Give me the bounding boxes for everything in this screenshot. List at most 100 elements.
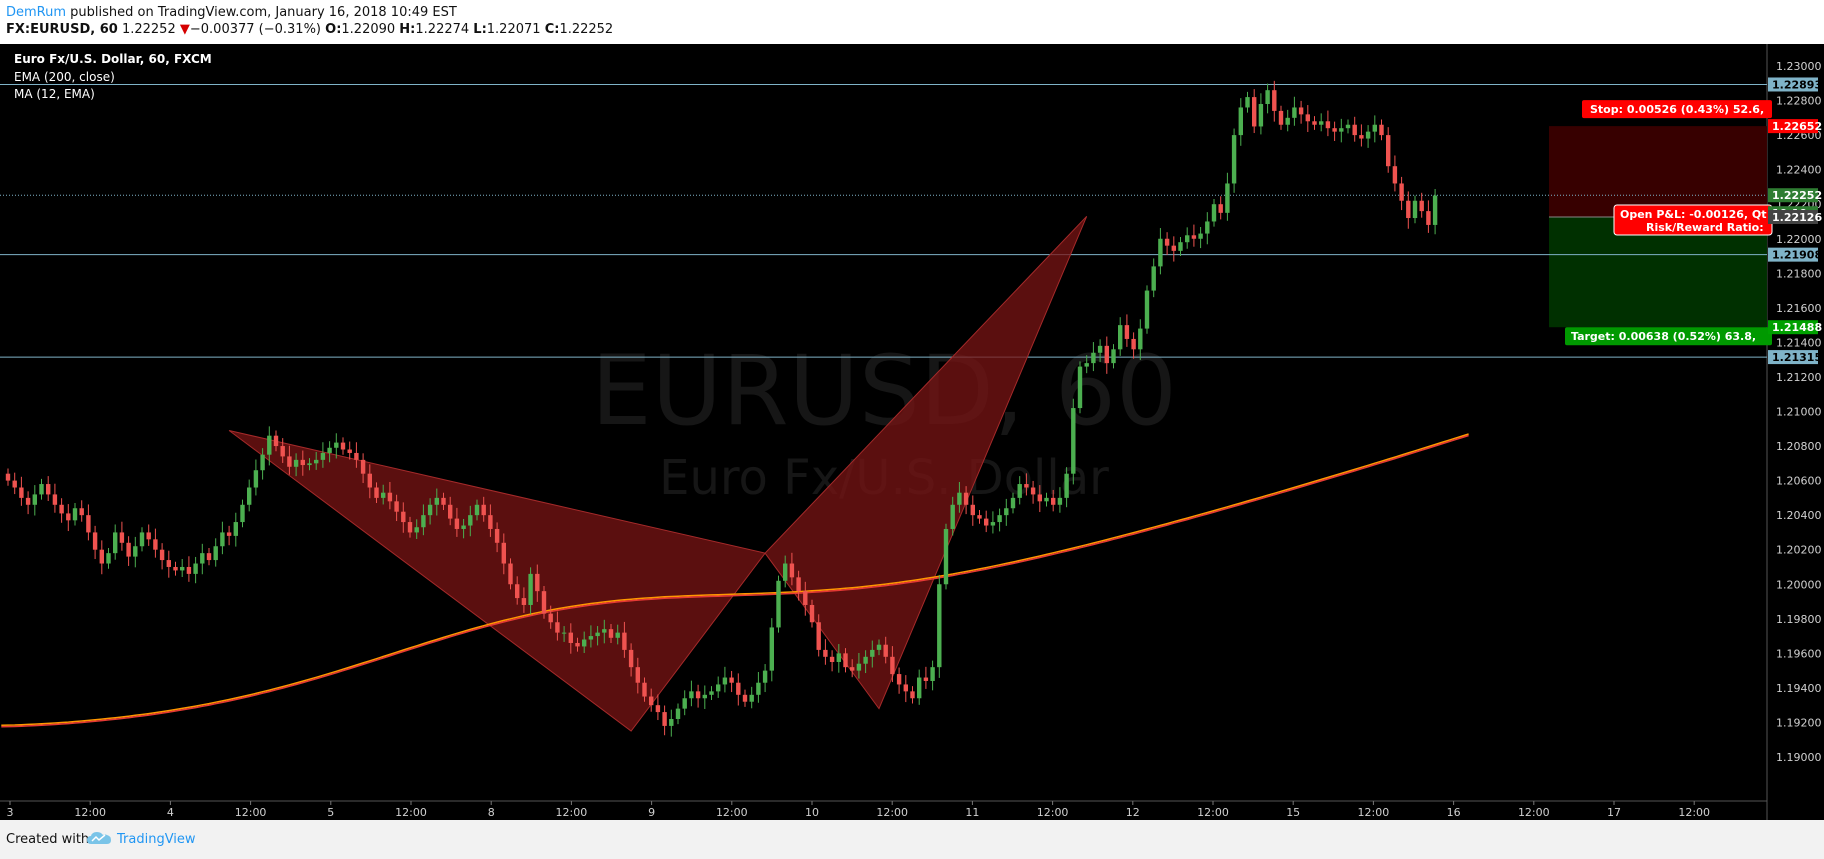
candle-body <box>1017 484 1022 498</box>
candle-body <box>856 663 862 671</box>
price-tick-label: 1.19600 <box>1776 647 1822 660</box>
candle-body <box>173 566 178 571</box>
candle-body <box>1211 204 1217 222</box>
candle <box>79 500 84 522</box>
candle <box>716 676 721 698</box>
candle <box>615 624 620 645</box>
candle <box>39 478 44 500</box>
candle <box>1312 116 1317 130</box>
candle-body <box>756 682 761 695</box>
candle <box>1258 93 1264 135</box>
close-value: 1.22252 <box>559 22 614 37</box>
stop-zone <box>1549 126 1767 217</box>
candle-body <box>280 446 285 457</box>
candle-body <box>602 629 607 633</box>
author-link[interactable]: DemRum <box>6 5 67 20</box>
candle <box>515 576 520 605</box>
time-axis[interactable]: 3 12:00 4 12:00 5 12:00 8 12:00 9 12:00 10 12:00 11 1… <box>7 801 1711 819</box>
candle-body <box>675 708 681 719</box>
candle-body <box>655 705 661 713</box>
time-tick-label: 12:00 <box>876 806 908 819</box>
candle-body <box>816 622 821 650</box>
candle-body <box>434 497 439 505</box>
candle-body <box>99 549 104 564</box>
candle <box>541 585 547 619</box>
candle-body <box>25 497 31 505</box>
candle <box>92 525 98 560</box>
candle <box>736 673 741 706</box>
price-axis[interactable]: 1.19000 1.19200 1.19400 1.19600 1.19800 1.200… <box>1776 60 1822 764</box>
price-tag: 1.22893 <box>1772 78 1822 91</box>
candle-body <box>1399 183 1404 201</box>
price-chart[interactable]: EURUSD, 60 Euro Fx/U.S. Dollar 1.190001.… <box>0 44 1824 822</box>
candle <box>280 438 285 463</box>
candle <box>226 525 232 546</box>
time-tick-label: 12 <box>1126 806 1140 819</box>
candle-body <box>1372 124 1377 132</box>
candle <box>427 498 433 525</box>
price-tick-label: 1.21400 <box>1776 336 1822 349</box>
candle-body <box>1057 497 1063 505</box>
horizontal-lines <box>0 83 1767 358</box>
candle <box>1111 344 1116 369</box>
candle <box>494 522 500 553</box>
candle-body <box>159 549 165 561</box>
candle-body <box>1111 349 1116 364</box>
candle-body <box>608 629 614 638</box>
candle-body <box>320 452 326 460</box>
candle-body <box>126 542 131 557</box>
candle-body <box>119 532 125 543</box>
candle-body <box>521 598 527 605</box>
candle-body <box>1406 200 1411 219</box>
candle-body <box>615 632 620 638</box>
candle <box>789 552 795 586</box>
candle <box>233 512 238 547</box>
candle-body <box>407 522 413 533</box>
candle <box>381 484 386 505</box>
candle-body <box>481 504 486 516</box>
candle <box>113 524 118 560</box>
candle-body <box>1412 200 1418 219</box>
tradingview-cloud-icon <box>87 832 111 844</box>
legend-ema[interactable]: EMA (200, close) <box>14 70 115 84</box>
candle <box>354 442 359 468</box>
candle-body <box>870 649 875 657</box>
candle <box>1017 476 1022 505</box>
candle-body <box>367 473 372 488</box>
candle <box>1024 473 1029 496</box>
open-label: O: <box>325 22 342 37</box>
candle-body <box>1071 408 1076 474</box>
time-tick-label: 5 <box>327 806 334 819</box>
time-tick-label: 12:00 <box>1037 806 1069 819</box>
candle <box>1332 121 1337 141</box>
candle <box>1064 467 1069 508</box>
candle <box>180 559 185 577</box>
candle <box>5 468 11 486</box>
candle <box>421 504 426 536</box>
candle <box>816 614 821 657</box>
candle-body <box>106 553 111 564</box>
candle <box>206 547 212 566</box>
candle-body <box>883 644 888 657</box>
candle <box>1164 232 1170 255</box>
candle <box>1138 319 1143 361</box>
legend-ma[interactable]: MA (12, EMA) <box>14 87 95 101</box>
candle-body <box>1010 497 1016 509</box>
candle-body <box>843 653 848 668</box>
candle-body <box>501 542 506 564</box>
price-change: −0.00377 (−0.31%) <box>189 22 321 37</box>
candle <box>943 523 949 590</box>
price-tick-label: 1.19000 <box>1776 751 1822 764</box>
candle-body <box>1051 497 1056 505</box>
tradingview-link[interactable]: TradingView <box>117 832 196 847</box>
candle-body <box>233 522 238 536</box>
candle <box>213 538 218 567</box>
candle-body <box>300 459 305 466</box>
candle-body <box>139 532 145 547</box>
candle-body <box>548 613 553 623</box>
candle-body <box>555 622 560 633</box>
candle-body <box>19 487 24 498</box>
candle-body <box>836 653 841 662</box>
low-value: 1.22071 <box>486 22 541 37</box>
candle <box>173 561 178 576</box>
